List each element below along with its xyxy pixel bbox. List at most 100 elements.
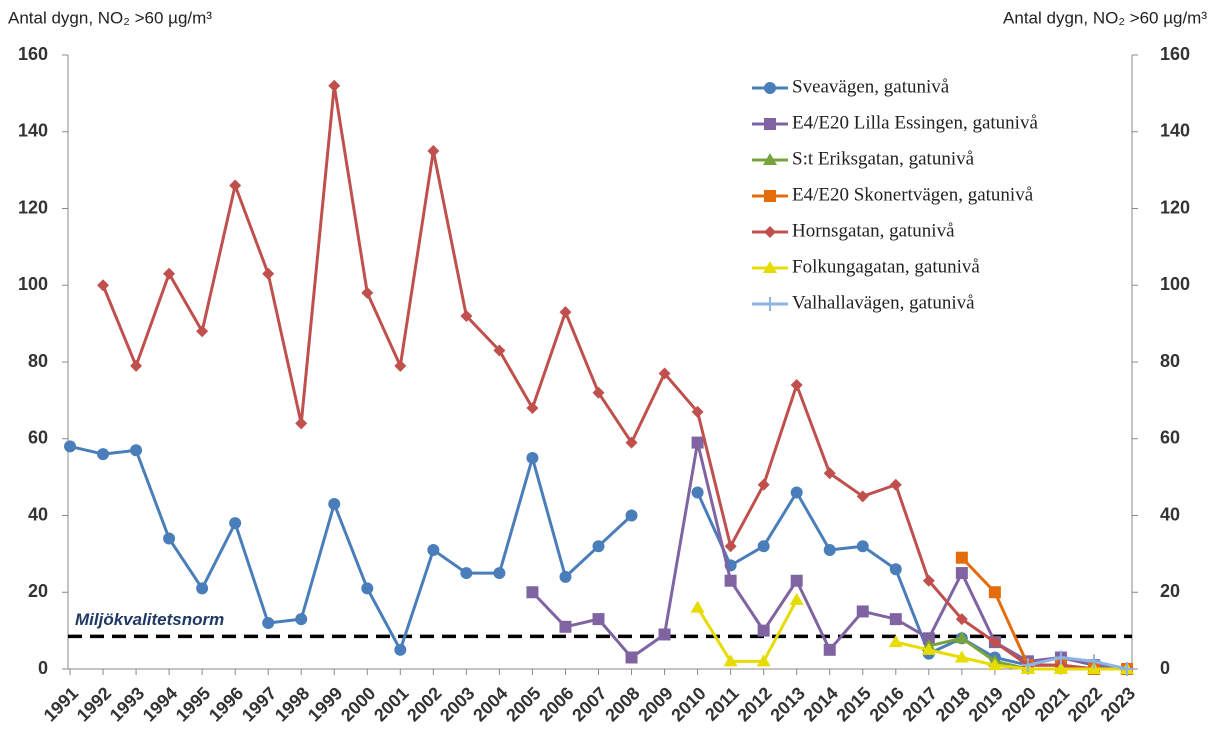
legend-marker [763,297,777,311]
y2-tick-label: 20 [1160,581,1180,601]
point [559,306,572,319]
x-tick-label: 2019 [965,683,1007,725]
point [592,540,605,553]
x-tick-label: 2009 [634,683,676,725]
x-tick-label: 2014 [799,683,841,725]
point [427,544,440,557]
point [196,582,209,595]
x-tick-label: 2011 [701,683,743,725]
y2-tick-label: 0 [1160,658,1170,678]
x-tick-label: 2012 [733,683,775,725]
x-tick-label: 1997 [238,683,280,725]
point [262,267,275,280]
legend-marker [764,82,776,94]
x-tick-label: 2017 [899,683,941,725]
y-tick-label: 80 [28,351,48,371]
point [856,490,869,503]
x-tick-label: 2004 [469,683,511,725]
y2-axis-title: Antal dygn, NO₂ >60 µg/m³ [1003,8,1207,27]
y-axis-title: Antal dygn, NO₂ >60 µg/m³ [8,8,212,27]
point [756,654,771,667]
point [361,582,374,595]
x-tick-label: 1991 [40,683,82,725]
point [856,540,869,553]
point [1053,662,1068,674]
point [592,386,605,399]
point [988,586,1001,599]
point [757,624,770,637]
x-tick-label: 2007 [568,683,610,725]
point [724,574,737,587]
point [724,540,737,553]
point [163,267,176,280]
point [526,586,539,599]
point [229,179,242,192]
y-tick-label: 40 [28,504,48,524]
point [690,600,705,613]
y-tick-label: 20 [28,581,48,601]
point [790,379,803,392]
point [97,448,110,461]
point [757,478,770,491]
x-tick-label: 2006 [535,683,577,725]
point [1020,658,1035,673]
point [889,613,902,626]
point [196,325,209,338]
legend-label: E4/E20 Lilla Essingen, gatunivå [792,112,1038,133]
legend-label: S:t Eriksgatan, gatunivå [792,148,975,169]
point [460,567,473,580]
legend-marker [763,261,777,273]
point [1086,654,1101,669]
legend-marker [764,118,776,130]
legend-label: E4/E20 Skonertvägen, gatunivå [792,184,1034,205]
x-tick-label: 2000 [337,683,379,725]
y2-tick-label: 120 [1160,197,1190,217]
point [460,309,473,322]
series-line [101,84,1127,671]
y-tick-label: 60 [28,428,48,448]
point [1053,650,1068,665]
point [691,486,704,499]
x-tick-label: 2023 [1097,683,1139,725]
point [658,628,671,641]
point [691,436,704,449]
point [526,402,539,415]
point [625,509,638,522]
x-tick-label: 2018 [932,683,974,725]
y-tick-label: 120 [18,197,48,217]
point [493,344,506,357]
x-tick-label: 2021 [1031,683,1073,725]
x-tick-label: 2005 [502,683,544,725]
x-tick-label: 2008 [601,683,643,725]
legend-marker [764,190,776,202]
point [922,632,935,645]
y-tick-label: 0 [38,658,48,678]
point [328,79,341,92]
y-tick-label: 140 [18,121,48,141]
x-tick-label: 2015 [832,683,874,725]
point [394,643,407,656]
x-tick-label: 2003 [436,683,478,725]
x-tick-label: 2001 [370,683,412,725]
x-tick-label: 2020 [998,683,1040,725]
point [988,636,1001,649]
point [954,650,969,663]
point [559,620,572,633]
point [361,286,374,299]
point [954,631,969,644]
x-tick-label: 2013 [766,683,808,725]
point [888,635,903,648]
x-tick-label: 1992 [73,683,115,725]
x-tick-label: 2010 [667,683,709,725]
x-tick-label: 2016 [866,683,908,725]
point [987,658,1002,671]
x-tick-label: 1996 [205,683,247,725]
point [757,540,770,553]
point [394,359,407,372]
legend-marker [764,226,776,238]
point [262,616,275,629]
x-tick-label: 1994 [139,683,181,725]
point [130,444,143,457]
point [691,405,704,418]
